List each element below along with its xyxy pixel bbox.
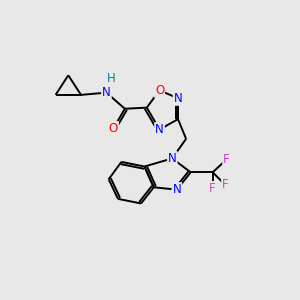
Text: F: F: [209, 182, 216, 195]
Text: N: N: [155, 123, 164, 136]
Text: N: N: [168, 152, 177, 165]
Text: N: N: [102, 86, 111, 99]
Text: N: N: [174, 92, 182, 105]
Text: F: F: [223, 153, 230, 166]
Text: N: N: [172, 183, 181, 196]
Text: F: F: [222, 178, 229, 191]
Text: H: H: [106, 72, 116, 85]
Text: O: O: [109, 122, 118, 135]
Text: O: O: [155, 84, 164, 97]
